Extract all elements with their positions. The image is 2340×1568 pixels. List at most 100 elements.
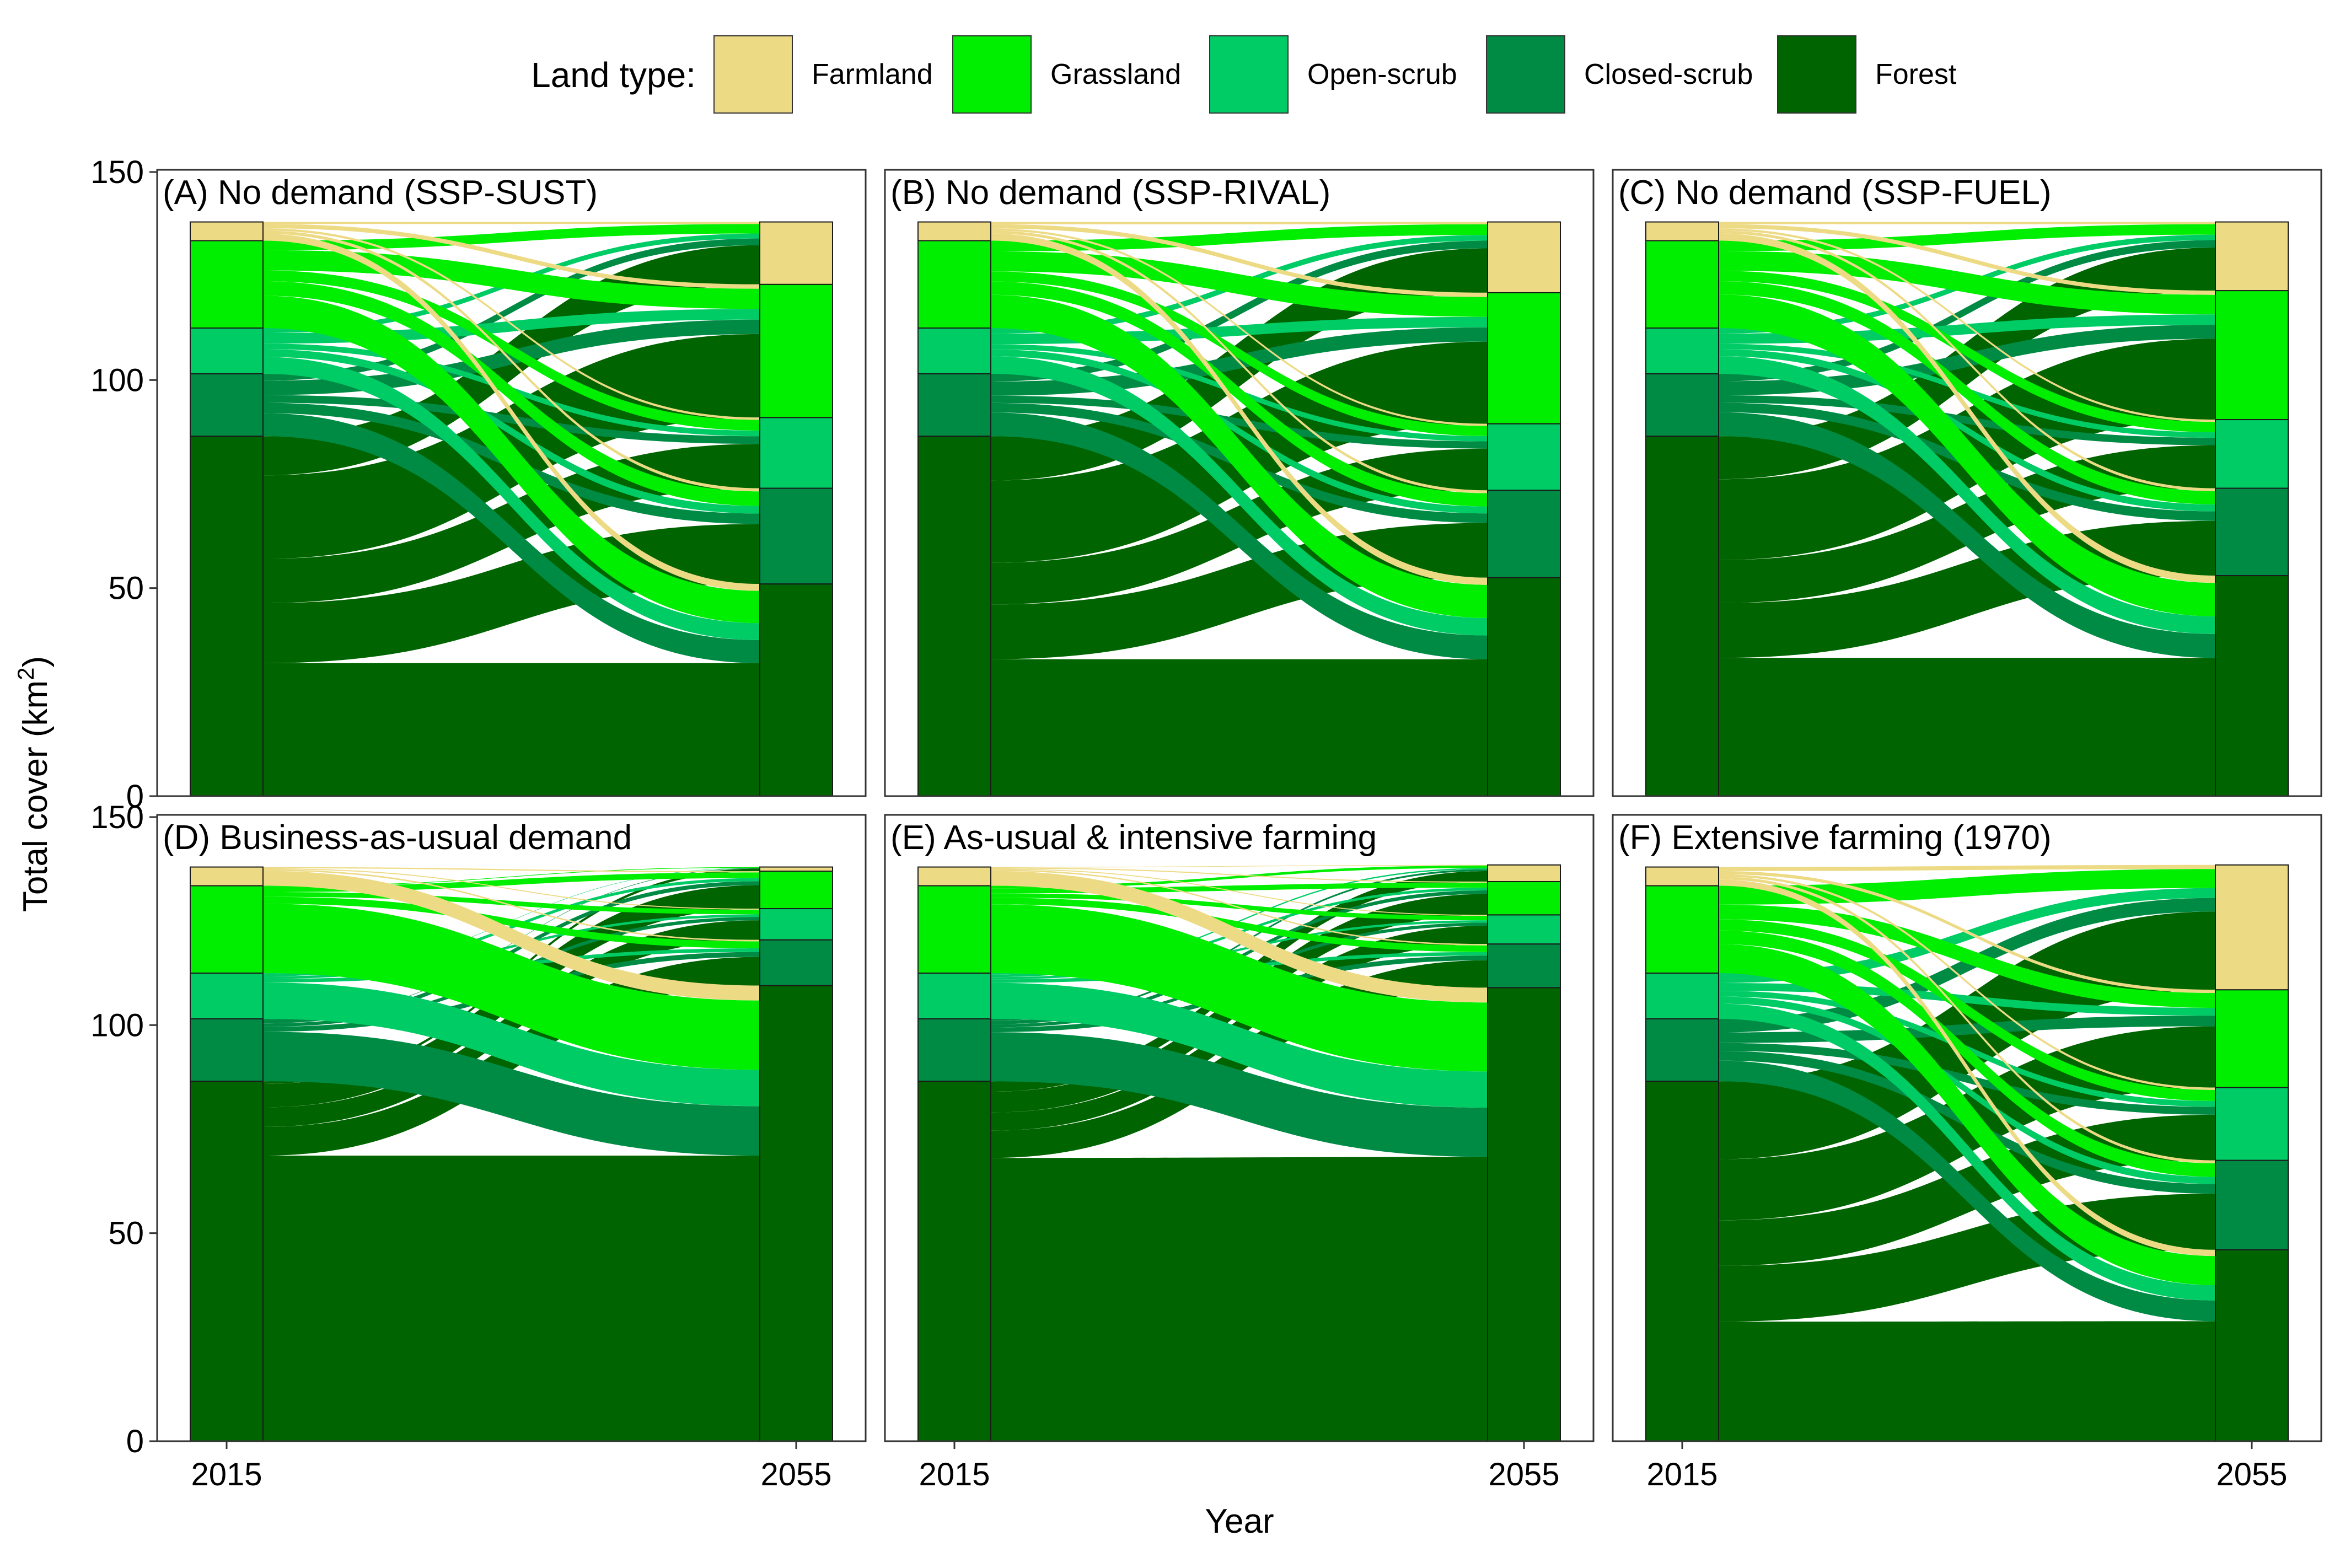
- panel-border: [884, 169, 1595, 797]
- bar-2015-closed-scrub: [190, 1018, 264, 1082]
- flow-farmland-to-grassland: [263, 224, 760, 289]
- flow-farmland-to-grassland: [1719, 871, 2215, 993]
- legend: Land type: Farmland Grassland Open-scrub Clo…: [531, 35, 1957, 114]
- x-axis-label: Year: [1205, 1502, 1274, 1540]
- flow-farmland-to-open-scrub: [263, 868, 760, 910]
- bar-2015-farmland: [190, 221, 264, 241]
- bar-2055-closed-scrub: [2215, 1159, 2289, 1250]
- panel-2: (B) No demand (SSP-RIVAL): [884, 169, 1595, 797]
- x-tick-label: 2015: [919, 1457, 990, 1492]
- flow-grassland-to-forest: [263, 296, 760, 624]
- bar-2015-forest: [1645, 436, 1719, 797]
- bar-2015-open-scrub: [1645, 327, 1719, 375]
- flow-grassland-to-grassland: [1719, 251, 2215, 315]
- y-axis-label: Total cover (km2): [13, 656, 55, 912]
- x-tick-label: 2055: [760, 1457, 831, 1492]
- bar-2015-farmland: [1645, 221, 1719, 241]
- flow-farmland-to-open-scrub: [991, 228, 1488, 426]
- panel-title: (C) No demand (SSP-FUEL): [1618, 174, 2052, 212]
- flow-forest-to-open-scrub: [263, 920, 760, 1127]
- bar-2015-open-scrub: [190, 973, 264, 1020]
- flow-forest-to-open-scrub: [263, 444, 760, 603]
- flow-closed-scrub-to-forest: [991, 412, 1488, 659]
- flow-grassland-to-closed-scrub: [1719, 281, 2215, 504]
- flow-forest-to-forest: [1719, 658, 2215, 796]
- panel-5: (E) As-usual & intensive farming 2015 2055: [884, 814, 1595, 1492]
- flow-grassland-to-open-scrub: [991, 893, 1488, 921]
- flows: [1719, 864, 2215, 1441]
- flow-open-scrub-to-closed-scrub: [1719, 349, 2215, 512]
- bar-2015-open-scrub: [917, 327, 991, 375]
- flow-farmland-to-grassland: [991, 224, 1488, 297]
- y-tick-label: 0: [126, 778, 144, 814]
- panels: (A) No demand (SSP-SUST) 0 50 100 150 (B) No …: [90, 154, 2322, 1492]
- flow-open-scrub-to-closed-scrub: [263, 349, 760, 514]
- panel-4: (D) Business-as-usual demand 0 50 100 150 201…: [90, 799, 867, 1492]
- legend-label-openscrub: Open-scrub: [1307, 58, 1457, 90]
- flow-closed-scrub-to-forest: [1719, 412, 2215, 658]
- flow-open-scrub-to-forest: [263, 357, 760, 640]
- legend-label-farmland: Farmland: [812, 58, 933, 90]
- flow-closed-scrub-to-grassland: [263, 319, 760, 395]
- flow-open-scrub-to-open-scrub: [263, 914, 760, 979]
- flow-farmland-to-forest: [1719, 233, 2215, 583]
- flow-farmland-to-forest: [263, 871, 760, 1001]
- bar-2055-grassland: [759, 283, 833, 418]
- flow-farmland-to-closed-scrub: [263, 869, 760, 942]
- flow-open-scrub-to-forest: [1719, 1003, 2215, 1301]
- legend-swatch-forest: [1777, 35, 1856, 114]
- bar-2055-forest: [759, 583, 833, 797]
- panel-title: (F) Extensive farming (1970): [1618, 819, 2052, 857]
- flow-open-scrub-to-open-scrub: [991, 920, 1488, 980]
- x-tick-label: 2055: [1488, 1457, 1559, 1492]
- panel-title: (E) As-usual & intensive farming: [890, 819, 1377, 857]
- flow-farmland-to-open-scrub: [263, 228, 760, 420]
- y-tick-label: 0: [126, 1424, 144, 1459]
- y-tick-label: 50: [108, 1216, 144, 1252]
- bar-2015-grassland: [1645, 885, 1719, 974]
- bar-2055-grassland: [1487, 880, 1561, 916]
- flow-open-scrub-to-forest: [1719, 356, 2215, 634]
- flow-closed-scrub-to-open-scrub: [1719, 1043, 2215, 1115]
- flow-farmland-to-closed-scrub: [1719, 230, 2215, 491]
- flow-grassland-to-farmland: [991, 865, 1488, 889]
- flow-closed-scrub-to-farmland: [1719, 240, 2215, 382]
- bar-2015-open-scrub: [1645, 973, 1719, 1020]
- flows: [1719, 222, 2215, 796]
- flow-open-scrub-to-forest: [991, 982, 1488, 1108]
- bar-2015-farmland: [190, 866, 264, 887]
- bar-2015-farmland: [917, 221, 991, 241]
- flow-grassland-to-farmland: [263, 867, 760, 887]
- bar-2055-closed-scrub: [1487, 490, 1561, 578]
- y-tick-label: 150: [90, 154, 144, 190]
- flow-closed-scrub-to-forest: [991, 1032, 1488, 1157]
- flow-farmland-to-farmland: [263, 222, 760, 224]
- flow-grassland-to-farmland: [991, 224, 1488, 252]
- bar-2055-open-scrub: [2215, 419, 2289, 489]
- bar-2015-closed-scrub: [190, 373, 264, 437]
- bar-2055-grassland: [759, 871, 833, 910]
- flow-farmland-to-grassland: [991, 867, 1488, 883]
- flow-grassland-to-forest: [263, 904, 760, 1070]
- flows: [991, 222, 1488, 796]
- y-tick-label: 150: [90, 799, 144, 835]
- bar-2015-forest: [1645, 1081, 1719, 1442]
- flow-closed-scrub-to-farmland: [991, 869, 1488, 1021]
- flow-grassland-to-open-scrub: [263, 270, 760, 431]
- flow-open-scrub-to-grassland: [263, 878, 760, 977]
- flow-grassland-to-open-scrub: [1719, 919, 2215, 1101]
- bar-2015-forest: [917, 436, 991, 797]
- flows: [991, 864, 1488, 1441]
- flow-farmland-to-forest: [263, 233, 760, 591]
- bar-2015-forest: [917, 1081, 991, 1442]
- flow-closed-scrub-to-farmland: [263, 238, 760, 381]
- panel-1: (A) No demand (SSP-SUST) 0 50 100 150: [90, 154, 867, 814]
- bar-2055-closed-scrub: [759, 487, 833, 585]
- flow-farmland-to-closed-scrub: [991, 230, 1488, 493]
- flow-open-scrub-to-closed-scrub: [1719, 996, 2215, 1184]
- legend-label-forest: Forest: [1875, 58, 1957, 90]
- bar-2055-farmland: [2215, 864, 2289, 991]
- flow-farmland-to-forest: [991, 233, 1488, 585]
- flow-open-scrub-to-forest: [263, 982, 760, 1107]
- bar-2015-forest: [190, 436, 264, 797]
